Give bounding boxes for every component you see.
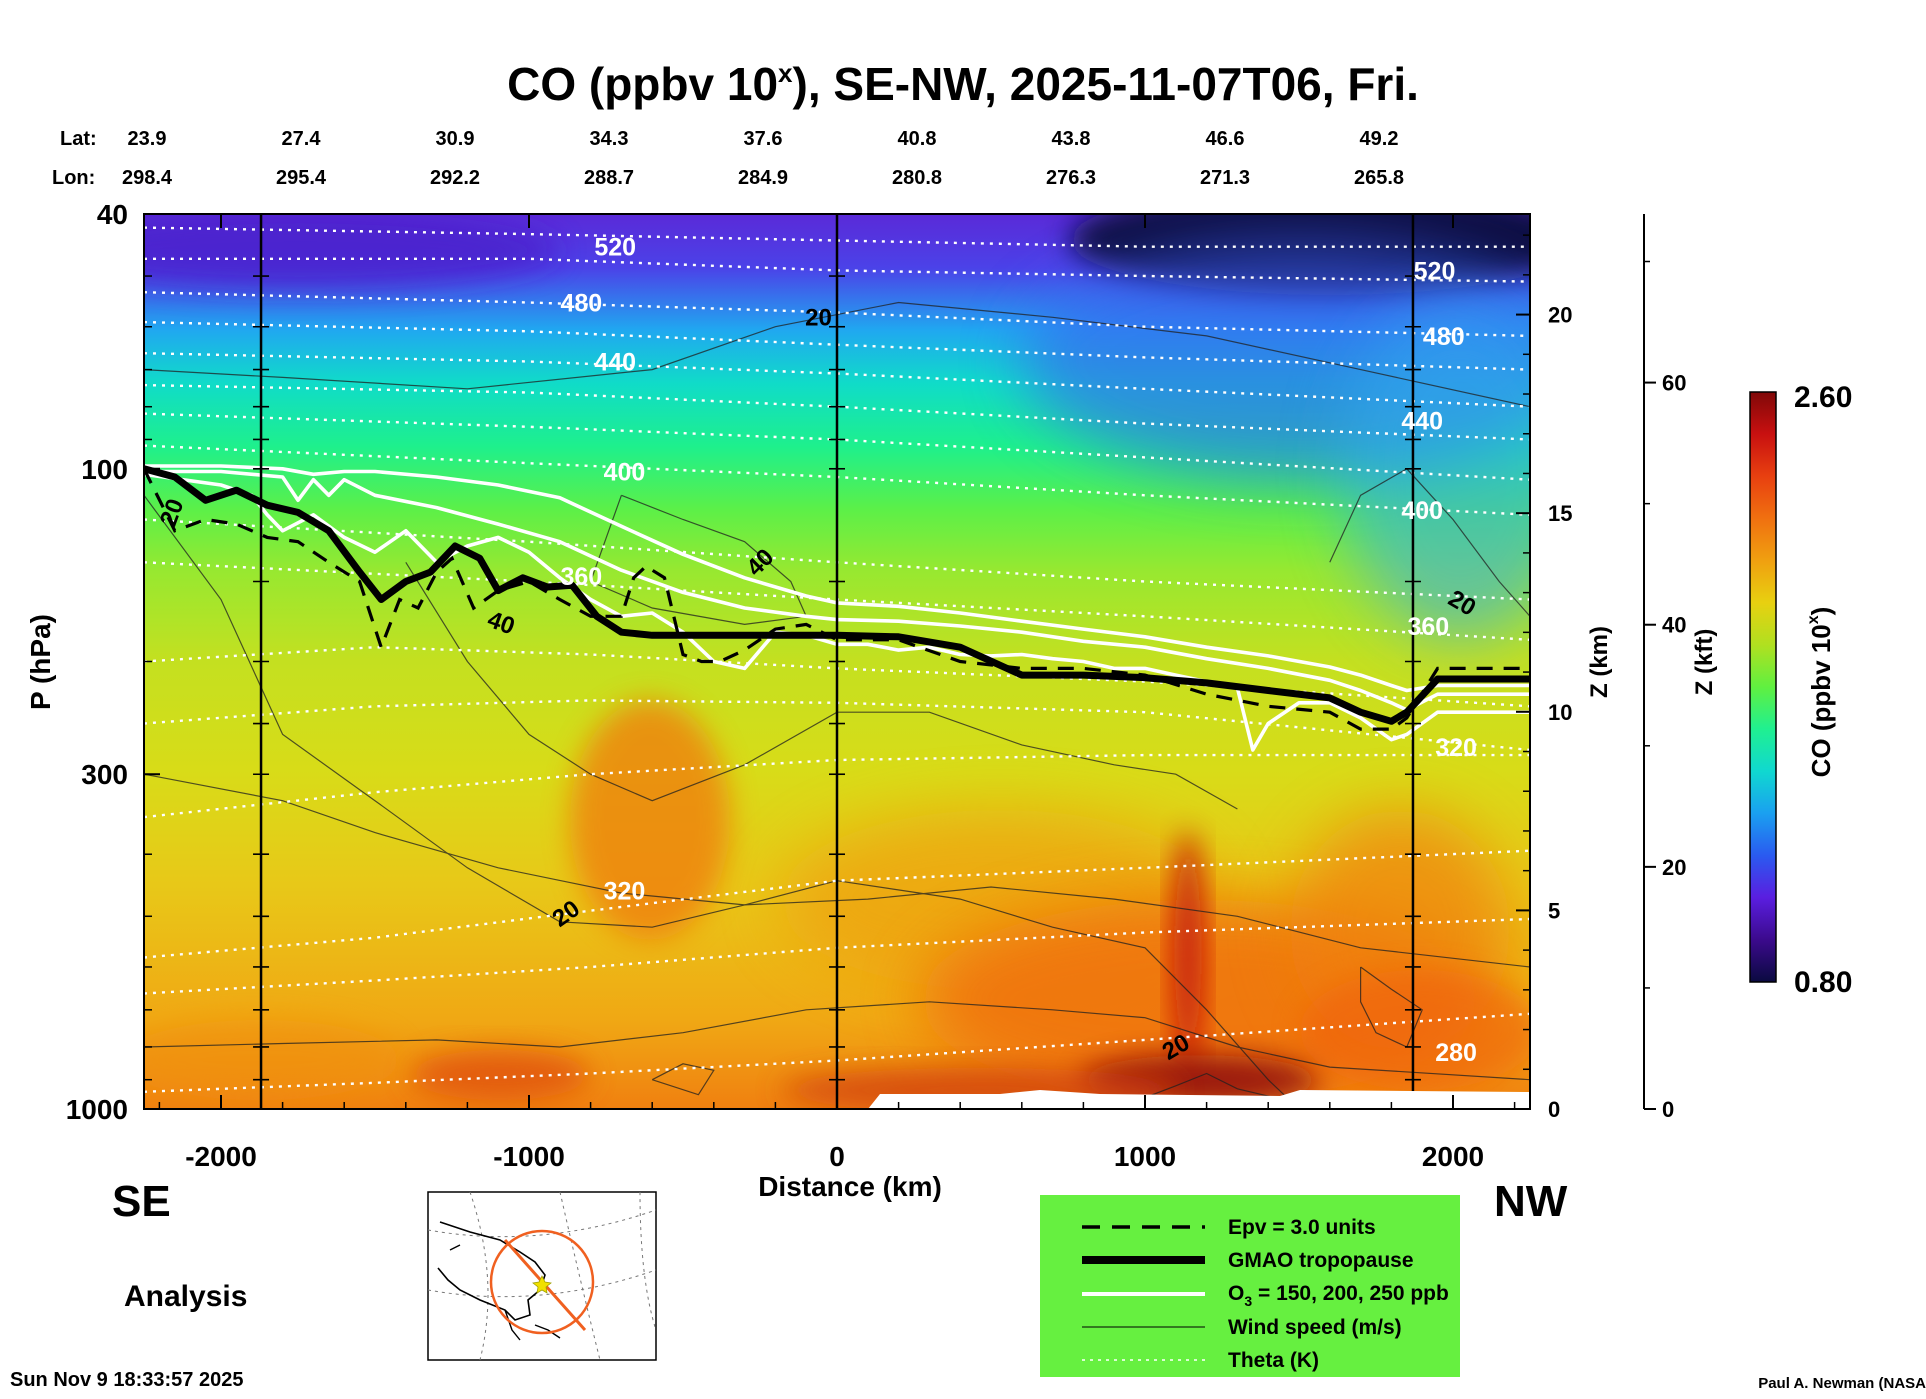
z-kft-tick-label: 40 [1662,613,1686,638]
legend-o3: O3 = 150, 200, 250 ppb [1228,1282,1449,1309]
legend-tropopause: GMAO tropopause [1228,1249,1414,1272]
z-kft-axis-label: Z (kft) [1691,629,1718,696]
chart-title: CO (ppbv 10x), SE-NW, 2025-11-07T06, Fri… [507,58,1419,110]
wind-speed-contour [405,561,1238,810]
wind-speed-contour [144,1001,1530,1081]
lat-value: 49.2 [1360,128,1399,150]
series-o3-200-ppb [144,469,1530,712]
lat-value: 43.8 [1052,128,1091,150]
series-o3-150-ppb [144,464,1530,693]
theta-label: 400 [1401,497,1443,525]
x-axis-label: Distance (km) [758,1171,942,1202]
lat-label: Lat: [60,128,97,150]
y-tick-label: 40 [97,199,128,230]
lat-value: 37.6 [744,128,783,150]
colorbar-max: 2.60 [1794,381,1852,414]
z-km-tick-label: 5 [1548,898,1560,923]
legend-box [1040,1195,1460,1377]
lon-value: 292.2 [430,167,480,189]
legend: Epv = 3.0 units GMAO tropopause O3 = 150… [1040,1195,1460,1377]
theta-label: 320 [604,878,646,906]
x-tick-label: 0 [829,1141,845,1172]
theta-label: 480 [561,290,603,318]
z-kft-tick-label: 0 [1662,1097,1674,1122]
theta-label: 320 [1435,734,1477,762]
lon-value: 271.3 [1200,167,1250,189]
lat-value: 23.9 [128,128,167,150]
nw-label: NW [1494,1177,1568,1226]
z-km-tick-label: 15 [1548,501,1572,526]
legend-theta: Theta (K) [1228,1349,1319,1372]
lon-value: 288.7 [584,167,634,189]
z-km-tick-label: 0 [1548,1097,1560,1122]
lon-value: 298.4 [122,167,173,189]
lat-lon-header: Lat: Lon: 23.9 298.4 27.4 295.4 30.9 292.2 34.… [52,128,1404,189]
lat-value: 40.8 [898,128,937,150]
lat-value: 27.4 [282,128,322,150]
lat-value: 46.6 [1206,128,1245,150]
x-tick-label: -2000 [185,1141,257,1172]
theta-label: 360 [1408,613,1450,641]
x-tick-label: 1000 [1114,1141,1176,1172]
theta-label: 280 [1435,1039,1477,1067]
timestamp: Sun Nov 9 18:33:57 2025 [10,1369,243,1391]
legend-wind: Wind speed (m/s) [1228,1316,1402,1339]
plot-area: 520 480 440 400 360 320 520 480 440 400 360 320 280 2… [144,214,1530,1109]
y-axis-label: P (hPa) [25,614,56,710]
z-km-tick-label: 20 [1548,303,1572,328]
lon-value: 284.9 [738,167,788,189]
x-tick-label: -1000 [493,1141,565,1172]
lat-value: 34.3 [590,128,629,150]
series-gmao-tropopause [144,465,1530,725]
domain-circle [489,1229,595,1335]
theta-label: 520 [594,234,636,262]
lat-value: 30.9 [436,128,475,150]
axes: -2000 -1000 0 1000 2000 40 100 300 1000 0 5 10 15 20 0… [66,199,1687,1172]
wind-speed-contour [1329,468,1530,617]
y-tick-label: 100 [81,454,128,485]
theta-label: 400 [604,459,646,487]
x-tick-label: 2000 [1422,1141,1484,1172]
wind-speed-contour [651,1063,715,1096]
theta-label: 440 [594,349,636,377]
z-kft-tick-label: 60 [1662,371,1686,396]
wind-label: 20 [805,304,832,331]
center-star-icon [532,1275,552,1294]
lon-label: Lon: [52,167,95,189]
se-label: SE [112,1177,171,1226]
z-km-tick-label: 10 [1548,700,1572,725]
lon-value: 265.8 [1354,167,1404,189]
colorbar-min: 0.80 [1794,966,1852,999]
legend-epv: Epv = 3.0 units [1228,1216,1376,1239]
lon-value: 295.4 [276,167,327,189]
theta-label: 480 [1423,323,1465,351]
theta-label: 520 [1414,257,1456,285]
terrain-mask [868,1090,1530,1109]
colorbar: 2.60 0.80 CO (ppbv 10x) [1749,381,1852,999]
theta-label: 440 [1401,407,1443,435]
z-kft-tick-label: 20 [1662,855,1686,880]
coastline-gulf [449,1244,561,1341]
y-tick-label: 1000 [66,1094,128,1125]
analysis-label: Analysis [124,1280,247,1313]
lon-value: 280.8 [892,167,942,189]
series-layer [144,464,1530,752]
credit: Paul A. Newman (NASA [1758,1375,1926,1392]
z-km-axis-label: Z (km) [1586,626,1613,698]
colorbar-ramp [1749,391,1777,983]
vertical-lines [253,214,1421,1109]
lon-value: 276.3 [1046,167,1096,189]
colorbar-label: CO (ppbv 10x) [1805,607,1836,778]
series-epv-3-0-units [144,468,1530,731]
wind-speed-contour [144,773,1530,968]
inset-map [427,1191,657,1361]
y-tick-label: 300 [81,759,128,790]
series-o3-250-ppb [144,472,1530,752]
theta-label: 360 [561,563,603,591]
